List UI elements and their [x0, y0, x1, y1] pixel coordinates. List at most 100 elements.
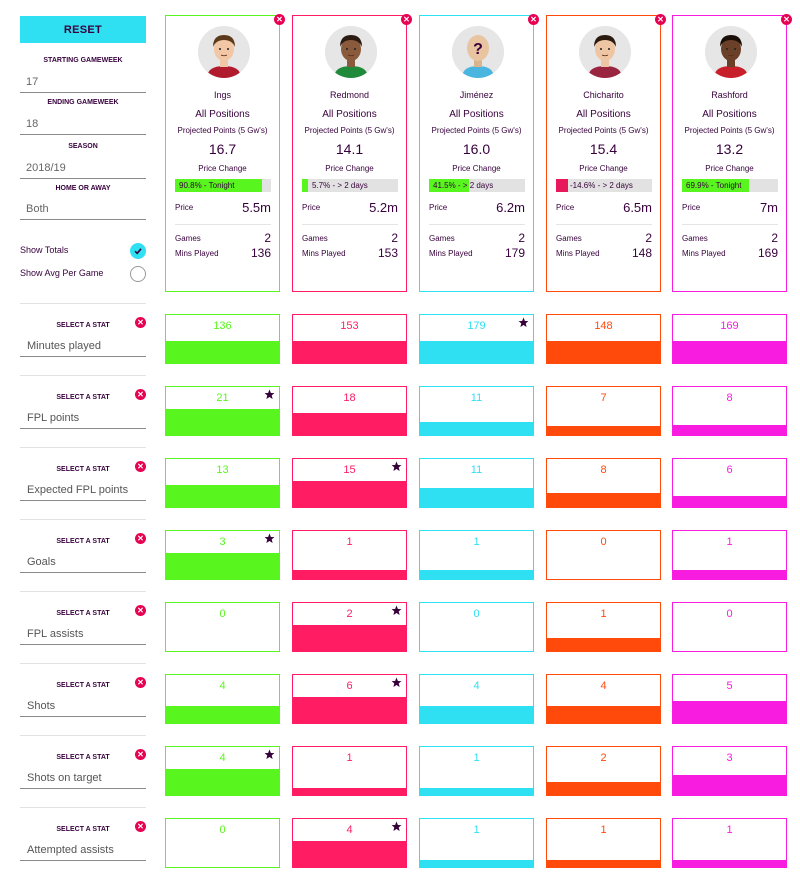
stat-cell: 4 — [165, 674, 280, 724]
price-change-fill — [175, 179, 263, 192]
unknown-player-icon: ? — [452, 26, 504, 78]
stat-value: 0 — [726, 608, 733, 620]
price-label: Price — [429, 203, 448, 212]
player-position: All Positions — [702, 109, 757, 120]
projected-points-value: 15.4 — [589, 141, 618, 157]
remove-player-button[interactable]: ✕ — [528, 14, 539, 25]
star-icon — [264, 389, 275, 399]
stat-bar-fill — [547, 493, 660, 507]
player-name: Jiménez — [459, 90, 494, 100]
stat-value: 8 — [600, 464, 607, 476]
player-position: All Positions — [576, 109, 631, 120]
remove-stat-button[interactable]: ✕ — [135, 749, 146, 760]
price-change-label: Price Change — [705, 164, 754, 173]
player-avatar — [198, 26, 250, 78]
mins-played-value: 148 — [631, 246, 652, 260]
stat-cell: 5 — [672, 674, 787, 724]
remove-stat-button[interactable]: ✕ — [135, 461, 146, 472]
divider — [175, 224, 271, 225]
row-divider — [20, 519, 146, 520]
mins-played-value: 179 — [504, 246, 525, 260]
stat-cell: 1 — [292, 530, 407, 580]
stat-value: 6 — [346, 680, 353, 692]
filter-sidebar: RESET STARTING GAMEWEEK 17 ENDING GAMEWE… — [0, 0, 160, 883]
stat-value: 3 — [219, 536, 226, 548]
reset-button[interactable]: RESET — [20, 16, 146, 43]
stat-cell: 3 — [672, 746, 787, 796]
stat-value: 4 — [346, 824, 353, 836]
stat-cell: 8 — [672, 386, 787, 436]
stat-value: 1 — [473, 752, 480, 764]
stat-cell: 1 — [546, 818, 661, 868]
remove-player-button[interactable]: ✕ — [655, 14, 666, 25]
stat-select-dropdown[interactable]: Goals — [20, 551, 146, 573]
stat-select-dropdown[interactable]: Shots on target — [20, 767, 146, 789]
stat-select-label: SELECT A STAT — [56, 682, 110, 689]
stat-value: 169 — [720, 320, 739, 332]
stat-value: 0 — [473, 608, 480, 620]
stat-select-dropdown[interactable]: Attempted assists — [20, 839, 146, 861]
price-label: Price — [682, 203, 701, 212]
stat-cell: 2 — [546, 746, 661, 796]
stat-select-label: SELECT A STAT — [56, 466, 110, 473]
stat-select-label: SELECT A STAT — [56, 610, 110, 617]
row-divider — [20, 375, 146, 376]
stat-select-dropdown[interactable]: Expected FPL points — [20, 479, 146, 501]
stat-select-dropdown[interactable]: FPL assists — [20, 623, 146, 645]
home-away-select[interactable]: Both — [20, 198, 146, 220]
price-change-bar: 41.5% - > 2 days — [429, 179, 525, 192]
stat-select-dropdown[interactable]: Minutes played — [20, 335, 146, 357]
stat-value: 4 — [600, 680, 607, 692]
remove-player-button[interactable]: ✕ — [274, 14, 285, 25]
stat-cell: 0 — [672, 602, 787, 652]
remove-stat-button[interactable]: ✕ — [135, 677, 146, 688]
price-change-bar: 69.9% - Tonight — [682, 179, 778, 192]
ending-gameweek-select[interactable]: 18 — [20, 113, 146, 135]
stat-value: 1 — [473, 536, 480, 548]
stat-bar-fill — [420, 788, 533, 795]
season-select[interactable]: 2018/19 — [20, 157, 146, 179]
price-label: Price — [175, 203, 194, 212]
stat-select-dropdown[interactable]: FPL points — [20, 407, 146, 429]
stat-bar-fill — [420, 421, 533, 435]
stat-cell: 169 — [672, 314, 787, 364]
remove-player-button[interactable]: ✕ — [781, 14, 792, 25]
stat-select-dropdown[interactable]: Shots — [20, 695, 146, 717]
remove-stat-button[interactable]: ✕ — [135, 533, 146, 544]
star-icon — [264, 749, 275, 759]
player-avatar — [705, 26, 757, 78]
show-totals-radio[interactable] — [130, 243, 146, 259]
stat-bar-fill — [673, 496, 786, 507]
starting-gameweek-select[interactable]: 17 — [20, 71, 146, 93]
mins-played-value: 153 — [377, 246, 398, 260]
remove-stat-button[interactable]: ✕ — [135, 389, 146, 400]
stat-bar-fill — [547, 638, 660, 651]
stat-cell: 148 — [546, 314, 661, 364]
checkmark-icon — [134, 248, 142, 255]
remove-stat-button[interactable]: ✕ — [135, 821, 146, 832]
games-value: 2 — [391, 231, 398, 245]
remove-player-button[interactable]: ✕ — [401, 14, 412, 25]
stat-cell: 1 — [419, 818, 534, 868]
player-avatar-icon — [579, 26, 631, 78]
projected-points-value: 16.7 — [208, 141, 237, 157]
stat-select-label: SELECT A STAT — [56, 394, 110, 401]
games-label: Games — [302, 234, 328, 243]
games-value: 2 — [518, 231, 525, 245]
stat-cell: 4 — [165, 746, 280, 796]
home-away-label: HOME OR AWAY — [55, 185, 111, 192]
stat-cell: 1 — [672, 818, 787, 868]
stat-value: 136 — [213, 320, 232, 332]
stat-bar-fill — [293, 481, 406, 507]
stat-bar-fill — [547, 782, 660, 795]
price-change-fill — [682, 179, 750, 192]
show-avg-radio[interactable] — [130, 266, 146, 282]
stat-value: 3 — [726, 752, 733, 764]
player-card: Chicharito All Positions Projected Points … — [546, 15, 661, 292]
price-change-label: Price Change — [579, 164, 628, 173]
stat-cell: 1 — [292, 746, 407, 796]
mins-played-label: Mins Played — [556, 249, 600, 258]
remove-stat-button[interactable]: ✕ — [135, 605, 146, 616]
stat-value: 18 — [343, 392, 356, 404]
remove-stat-button[interactable]: ✕ — [135, 317, 146, 328]
